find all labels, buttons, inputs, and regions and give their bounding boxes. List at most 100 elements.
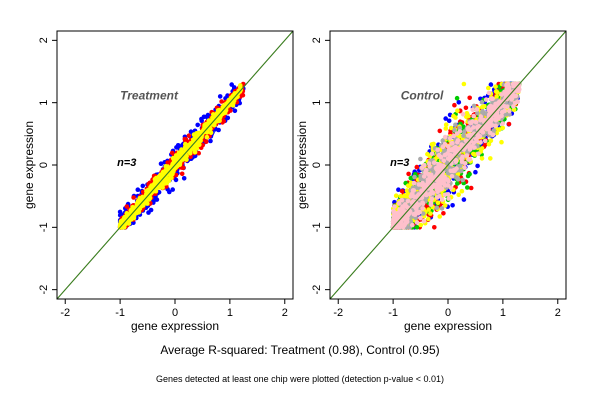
data-point bbox=[479, 146, 485, 151]
plot-area bbox=[330, 31, 566, 299]
data-point bbox=[441, 211, 446, 216]
data-point bbox=[217, 94, 223, 99]
data-point bbox=[170, 155, 176, 161]
data-point bbox=[437, 128, 443, 134]
data-point bbox=[482, 138, 488, 144]
data-point bbox=[478, 114, 484, 119]
data-point bbox=[443, 126, 449, 131]
data-point bbox=[449, 173, 455, 179]
y-tick-label: -1 bbox=[311, 222, 323, 232]
data-point bbox=[393, 193, 399, 198]
data-point bbox=[396, 187, 401, 192]
data-point bbox=[216, 114, 222, 119]
data-point bbox=[131, 213, 136, 218]
data-point bbox=[516, 88, 521, 94]
data-point bbox=[511, 104, 516, 109]
data-point bbox=[511, 94, 517, 99]
x-tick-label: 2 bbox=[555, 307, 561, 319]
data-point bbox=[158, 161, 164, 166]
data-point bbox=[140, 194, 145, 200]
data-point bbox=[474, 107, 480, 112]
data-point bbox=[418, 182, 424, 187]
y-axis-label: gene expression bbox=[22, 121, 36, 209]
y-axis-label: gene expression bbox=[295, 121, 309, 209]
data-point bbox=[399, 188, 405, 194]
data-point bbox=[436, 162, 441, 167]
data-point bbox=[488, 115, 494, 120]
data-point bbox=[439, 206, 445, 211]
data-point bbox=[442, 203, 448, 208]
data-point bbox=[452, 127, 457, 133]
data-point bbox=[437, 214, 443, 219]
data-point bbox=[405, 188, 410, 194]
r-squared-caption: Average R-squared: Treatment (0.98), Con… bbox=[160, 343, 440, 357]
data-point bbox=[473, 169, 478, 175]
data-point bbox=[122, 216, 128, 221]
y-tick-label: 1 bbox=[311, 100, 323, 106]
data-point bbox=[512, 100, 518, 106]
data-point bbox=[507, 112, 512, 117]
data-point bbox=[167, 189, 172, 195]
data-point bbox=[463, 105, 469, 111]
data-point bbox=[396, 201, 402, 206]
reference-line-2 bbox=[330, 31, 566, 299]
data-point bbox=[461, 133, 466, 138]
x-tick-label: -2 bbox=[60, 307, 70, 319]
data-point bbox=[480, 130, 486, 135]
data-point bbox=[414, 225, 420, 230]
plot-area bbox=[57, 31, 293, 299]
data-point bbox=[470, 107, 476, 112]
data-point bbox=[426, 216, 431, 222]
data-point bbox=[487, 130, 493, 135]
data-point bbox=[117, 209, 123, 215]
data-point bbox=[499, 139, 504, 145]
data-point bbox=[399, 219, 404, 224]
data-point bbox=[494, 130, 500, 136]
data-point bbox=[429, 151, 435, 157]
data-point bbox=[471, 151, 476, 157]
data-point bbox=[410, 191, 415, 196]
data-point bbox=[461, 81, 467, 87]
data-point bbox=[483, 142, 488, 147]
data-point bbox=[454, 131, 460, 136]
data-point bbox=[445, 192, 451, 197]
data-point bbox=[466, 144, 471, 149]
data-point bbox=[478, 140, 483, 145]
data-point bbox=[420, 206, 425, 211]
data-point bbox=[159, 174, 164, 180]
data-point bbox=[162, 181, 168, 186]
data-point bbox=[476, 151, 481, 157]
data-point bbox=[170, 171, 175, 177]
data-point bbox=[471, 113, 477, 119]
data-point bbox=[165, 160, 170, 165]
data-point bbox=[427, 185, 432, 190]
y-tick-label: 0 bbox=[38, 162, 50, 168]
data-point bbox=[506, 121, 512, 127]
data-point bbox=[188, 129, 194, 134]
data-point bbox=[507, 108, 512, 114]
data-point bbox=[448, 136, 453, 141]
data-point bbox=[508, 101, 513, 107]
data-point bbox=[459, 188, 465, 194]
data-point bbox=[414, 206, 419, 212]
data-point bbox=[431, 160, 437, 165]
data-point bbox=[471, 131, 477, 136]
data-point bbox=[507, 89, 512, 94]
data-point bbox=[491, 105, 496, 111]
data-point bbox=[473, 119, 479, 125]
data-point bbox=[440, 197, 445, 202]
data-point bbox=[204, 114, 209, 120]
data-point bbox=[483, 97, 489, 102]
data-point bbox=[145, 201, 150, 206]
data-point bbox=[455, 181, 460, 186]
data-point bbox=[203, 122, 209, 127]
data-point bbox=[140, 183, 146, 189]
data-point bbox=[477, 134, 483, 139]
data-point bbox=[443, 122, 449, 127]
data-point bbox=[488, 82, 494, 87]
data-point bbox=[404, 219, 410, 225]
data-point bbox=[176, 150, 182, 155]
data-point bbox=[135, 187, 141, 192]
data-point bbox=[494, 110, 500, 115]
